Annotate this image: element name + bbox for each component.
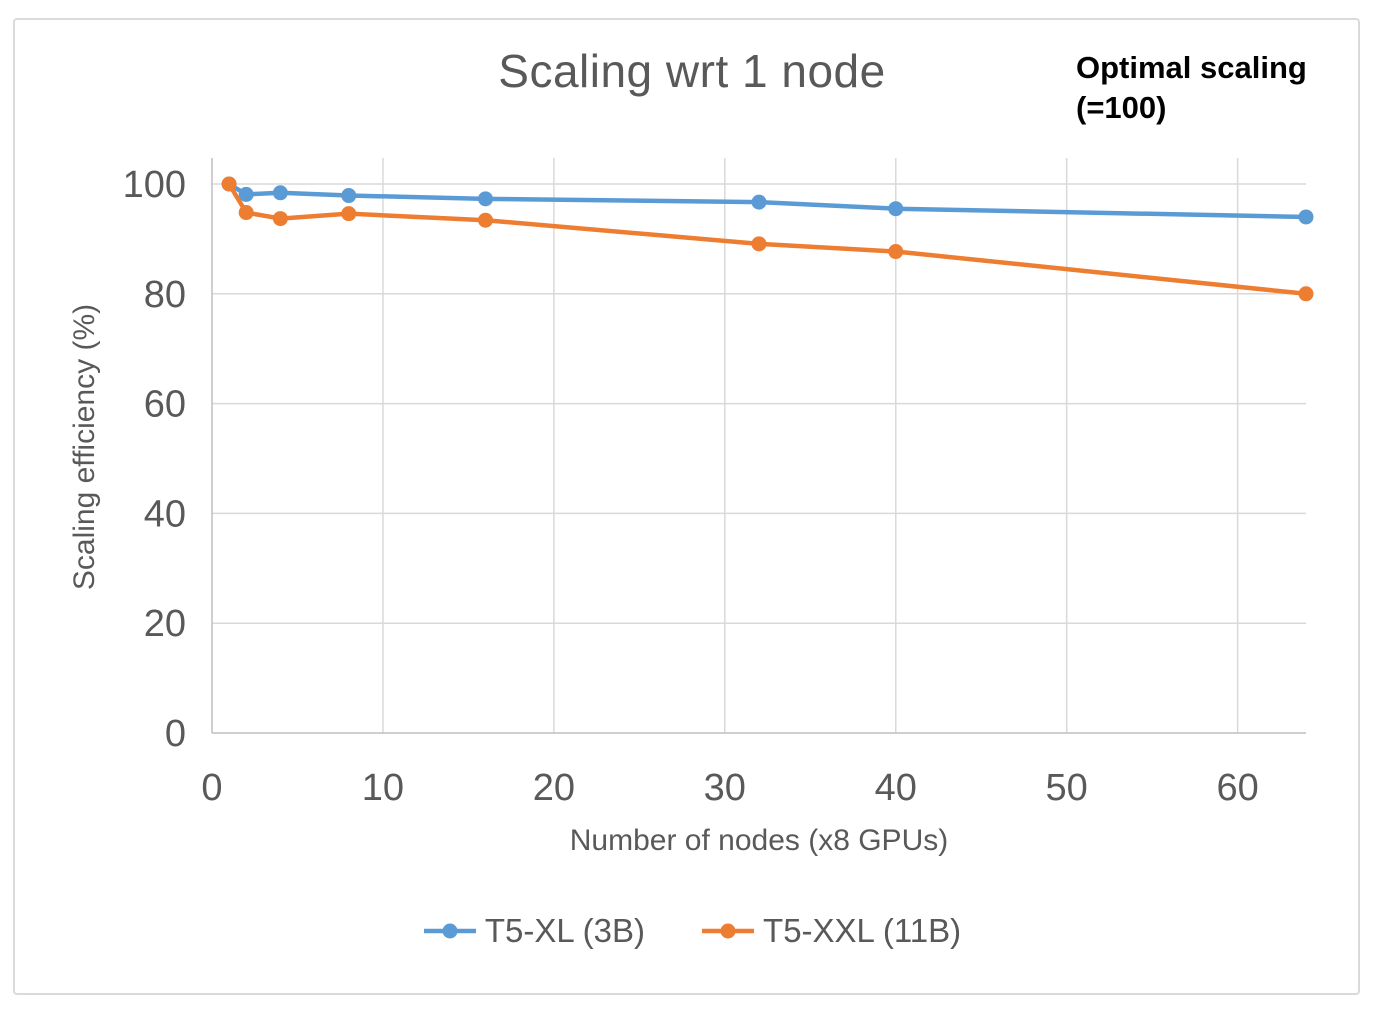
legend-label: T5-XL (3B) (484, 912, 646, 949)
x-axis-title: Number of nodes (x8 GPUs) (569, 824, 949, 857)
chart-title: Scaling wrt 1 node (498, 45, 886, 97)
data-point (478, 212, 493, 228)
x-tick-label: 20 (533, 767, 575, 809)
data-point (341, 206, 357, 222)
x-tick-label: 30 (704, 767, 746, 809)
x-tick-label: 0 (201, 767, 222, 809)
x-tick-label: 50 (1046, 767, 1088, 809)
legend: T5-XL (3B) T5-XXL (11B) (0, 912, 1384, 950)
legend-item: T5-XL (3B) (423, 912, 645, 950)
x-tick-label: 40 (875, 767, 917, 809)
y-axis-title: Scaling efficiency (%) (68, 303, 101, 591)
y-tick-label: 100 (123, 164, 186, 206)
legend-marker-icon (423, 923, 476, 939)
data-point (1298, 286, 1314, 302)
legend-item: T5-XXL (11B) (701, 912, 961, 950)
series-line-0 (226, 181, 1309, 220)
annotation-line-2: (=100) (1076, 90, 1167, 125)
y-tick-label: 0 (165, 713, 186, 755)
data-point (238, 186, 254, 202)
x-tick-label: 10 (362, 767, 404, 809)
x-tick-label: 60 (1216, 767, 1258, 809)
y-tick-label: 20 (144, 603, 186, 645)
chart-frame (13, 18, 1360, 995)
data-point (341, 188, 357, 204)
annotation-line-1: Optimal scaling (1076, 50, 1307, 85)
legend-marker-icon (702, 923, 755, 939)
y-tick-label: 40 (144, 493, 186, 535)
data-point (1298, 209, 1314, 225)
data-point (888, 201, 904, 217)
annotation-optimal-scaling: Optimal scaling (=100) (1076, 48, 1356, 128)
data-point (272, 185, 288, 201)
data-point (272, 211, 288, 227)
data-point (221, 176, 237, 192)
data-point (888, 244, 904, 260)
legend-label: T5-XXL (11B) (763, 912, 962, 949)
data-point (478, 191, 493, 207)
y-tick-label: 60 (144, 384, 186, 426)
data-point (751, 236, 767, 252)
data-point (751, 194, 767, 210)
data-point (238, 205, 254, 221)
y-tick-label: 80 (144, 274, 186, 316)
